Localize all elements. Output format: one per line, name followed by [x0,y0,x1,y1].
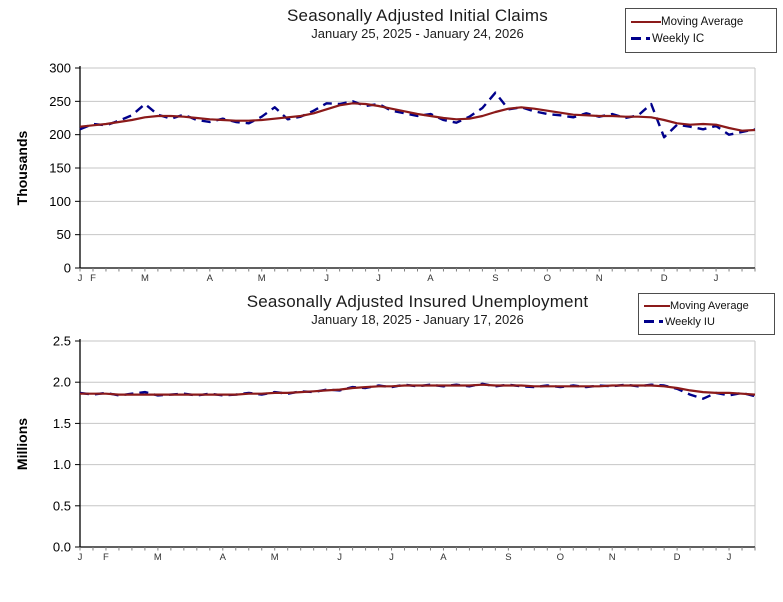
month-label: F [90,273,96,284]
month-label: J [324,273,329,284]
y-tick-label: 0 [64,261,71,276]
y-tick-label: 150 [49,161,71,176]
month-label: N [596,273,603,284]
month-label: M [154,552,162,563]
month-label: M [271,552,279,563]
month-label: J [389,552,394,563]
month-label: S [492,273,498,284]
month-label: M [258,273,266,284]
y-tick-label: 250 [49,94,71,109]
moving-average-line [79,102,756,132]
chart-subtitle: January 25, 2025 - January 24, 2026 [311,26,524,41]
month-label: N [609,552,616,563]
y-tick-label: 2.0 [53,375,71,390]
month-label: J [78,552,83,563]
legend-label: Weekly IC [652,32,705,45]
month-label: S [505,552,511,563]
legend-label: Weekly IU [665,315,715,328]
y-tick-label: 100 [49,194,71,209]
legend-item-weekly-iu: Weekly IU [644,316,769,328]
y-axis: 0 50 100 150 200 250 300 [49,61,81,276]
gridlines [80,340,756,547]
y-axis: 0.0 0.5 1.0 1.5 2.0 2.5 [53,334,81,555]
legend-label: Moving Average [661,16,744,29]
month-label: D [661,273,668,284]
moving-average-line-sample [631,21,661,24]
month-label: O [557,552,564,563]
legend-item-moving-average: Moving Average [631,16,771,28]
legend-item-weekly-ic: Weekly IC [631,33,771,45]
initial-claims-title-block: Seasonally Adjusted Initial Claims Janua… [80,6,755,42]
weekly-ic-line-sample [631,37,652,41]
month-label: A [207,273,214,284]
month-label: A [427,273,434,284]
insured-unemployment-title-block: Seasonally Adjusted Insured Unemployment… [80,292,755,328]
gridlines [80,67,756,268]
weekly-iu-line-sample [644,320,665,324]
y-tick-label: 1.5 [53,416,71,431]
month-label: J [337,552,342,563]
y-tick-label: 0.0 [53,540,71,555]
y-tick-label: 300 [49,61,71,76]
month-label: M [141,273,149,284]
y-tick-label: 50 [57,227,71,242]
month-label: D [674,552,681,563]
y-tick-label: 1.0 [53,457,71,472]
month-label: A [220,552,227,563]
chart-title: Seasonally Adjusted Insured Unemployment [246,292,589,311]
month-label: O [544,273,551,284]
month-label: J [727,552,732,563]
month-label: J [376,273,381,284]
y-tick-label: 200 [49,127,71,142]
y-tick-label: 0.5 [53,498,71,513]
month-label: J [714,273,719,284]
insured-unemployment-plot-area: 0.0 0.5 1.0 1.5 2.0 2.5 J F M A M J J A S O N D J [53,334,756,563]
chart-subtitle: January 18, 2025 - January 17, 2026 [311,312,524,327]
y-tick-label: 2.5 [53,334,71,349]
initial-claims-legend: Moving Average Weekly IC [625,8,777,53]
moving-average-line-sample [644,305,670,308]
chart-title: Seasonally Adjusted Initial Claims [287,6,548,25]
month-label: A [440,552,447,563]
legend-label: Moving Average [670,300,749,313]
month-label: F [103,552,109,563]
month-label: J [78,273,83,284]
moving-average-line [80,383,756,396]
insured-unemployment-legend: Moving Average Weekly IU [638,293,775,335]
legend-item-moving-average: Moving Average [644,300,769,312]
